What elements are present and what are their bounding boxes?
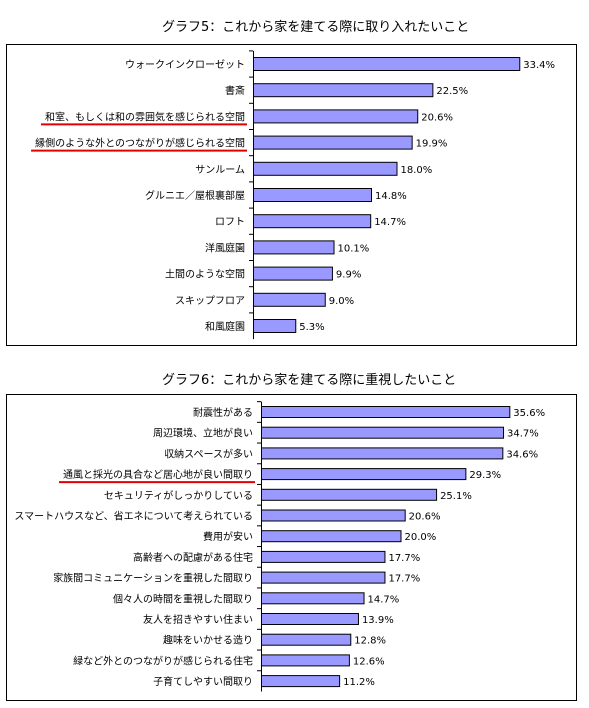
- data-label: 35.6%: [513, 408, 545, 419]
- category-label: 収納スペースが多い: [164, 447, 253, 460]
- category-label: 費用が安い: [203, 530, 253, 543]
- bar: [253, 240, 335, 255]
- data-label: 10.1%: [338, 243, 370, 254]
- category-label: セキュリティがしっかりしている: [104, 489, 253, 502]
- data-label: 18.0%: [401, 165, 433, 176]
- data-label: 9.9%: [336, 270, 361, 281]
- category-label: ウォークインクローゼット: [125, 59, 245, 71]
- data-label: 9.0%: [329, 296, 354, 307]
- bar: [261, 571, 386, 584]
- bar: [253, 57, 521, 71]
- bar: [261, 509, 406, 522]
- category-label: 和風庭園: [205, 320, 245, 333]
- data-label: 20.6%: [409, 512, 441, 523]
- data-label: 20.0%: [405, 532, 437, 543]
- bar: [261, 406, 511, 418]
- category-label: 耐震性がある: [193, 406, 253, 419]
- category-label: ロフト: [215, 217, 245, 228]
- bar: [253, 266, 333, 281]
- data-label: 29.3%: [469, 470, 501, 481]
- category-label: 通風と採光の具合など居心地が良い間取り: [63, 468, 253, 481]
- chart-2-title: グラフ6：これから家を建てる際に重視したいこと: [162, 373, 457, 388]
- data-label: 12.6%: [353, 656, 385, 667]
- category-label: グルニエ／屋根裏部屋: [145, 189, 245, 202]
- category-label: 高齢者への配慮がある住宅: [133, 551, 253, 564]
- data-label: 14.7%: [368, 594, 400, 605]
- bar: [261, 592, 365, 605]
- bar: [253, 83, 434, 98]
- bar: [261, 675, 341, 688]
- data-label: 13.9%: [362, 615, 394, 626]
- data-label: 5.3%: [299, 322, 324, 333]
- data-label: 17.7%: [388, 553, 420, 564]
- data-label: 14.8%: [375, 191, 407, 202]
- bar: [261, 550, 386, 563]
- category-label: 縁側のような外とのつながりが感じられる空間: [35, 137, 245, 150]
- bar: [261, 613, 359, 625]
- bar: [253, 109, 419, 124]
- data-label: 17.7%: [388, 574, 420, 585]
- category-label: 友人を招きやすい住まい: [143, 613, 253, 626]
- chart-2-frame: [6, 394, 577, 701]
- category-label: 書斎: [225, 84, 245, 97]
- data-label: 33.4%: [523, 60, 555, 71]
- bar: [261, 633, 352, 646]
- bar: [261, 447, 504, 460]
- data-label: 20.6%: [421, 112, 453, 123]
- bar: [261, 654, 350, 667]
- bar: [253, 319, 297, 333]
- category-label: 洋風庭園: [205, 241, 245, 254]
- bar: [253, 135, 413, 150]
- chart-1-title: グラフ5：これから家を建てる際に取り入れたいこと: [162, 20, 470, 35]
- data-label: 14.7%: [374, 217, 406, 228]
- category-label: 和室、もしくは和の雰囲気を感じられる空間: [45, 110, 245, 123]
- bar: [261, 530, 402, 543]
- bar: [261, 468, 467, 481]
- chart-1-frame: [6, 44, 577, 346]
- category-label: 趣味をいかせる造り: [163, 634, 253, 647]
- data-label: 34.7%: [507, 429, 539, 440]
- category-label: 家族間コミュニケーションを重視した間取り: [53, 572, 253, 585]
- bar: [253, 161, 398, 176]
- category-label: スマートハウスなど、省エネについて考えられている: [14, 510, 253, 523]
- category-label: 子育てしやすい間取り: [153, 675, 253, 688]
- category-label: 周辺環境、立地が良い: [153, 427, 253, 440]
- category-label: 緑など外とのつながりが感じられる住宅: [73, 654, 253, 667]
- bar: [253, 188, 372, 202]
- data-label: 22.5%: [436, 86, 468, 97]
- bar: [253, 292, 326, 307]
- data-label: 25.1%: [440, 491, 472, 502]
- data-label: 12.8%: [354, 636, 386, 647]
- category-label: 土間のような空間: [165, 268, 245, 281]
- data-label: 34.6%: [506, 449, 538, 460]
- category-label: スキップフロア: [175, 295, 245, 307]
- bar: [261, 426, 505, 439]
- data-label: 11.2%: [343, 677, 375, 688]
- category-label: 個々人の時間を重視した間取り: [113, 592, 253, 605]
- category-label: サンルーム: [195, 164, 245, 176]
- data-label: 19.9%: [416, 139, 448, 150]
- bar: [261, 488, 438, 501]
- bar: [253, 214, 372, 229]
